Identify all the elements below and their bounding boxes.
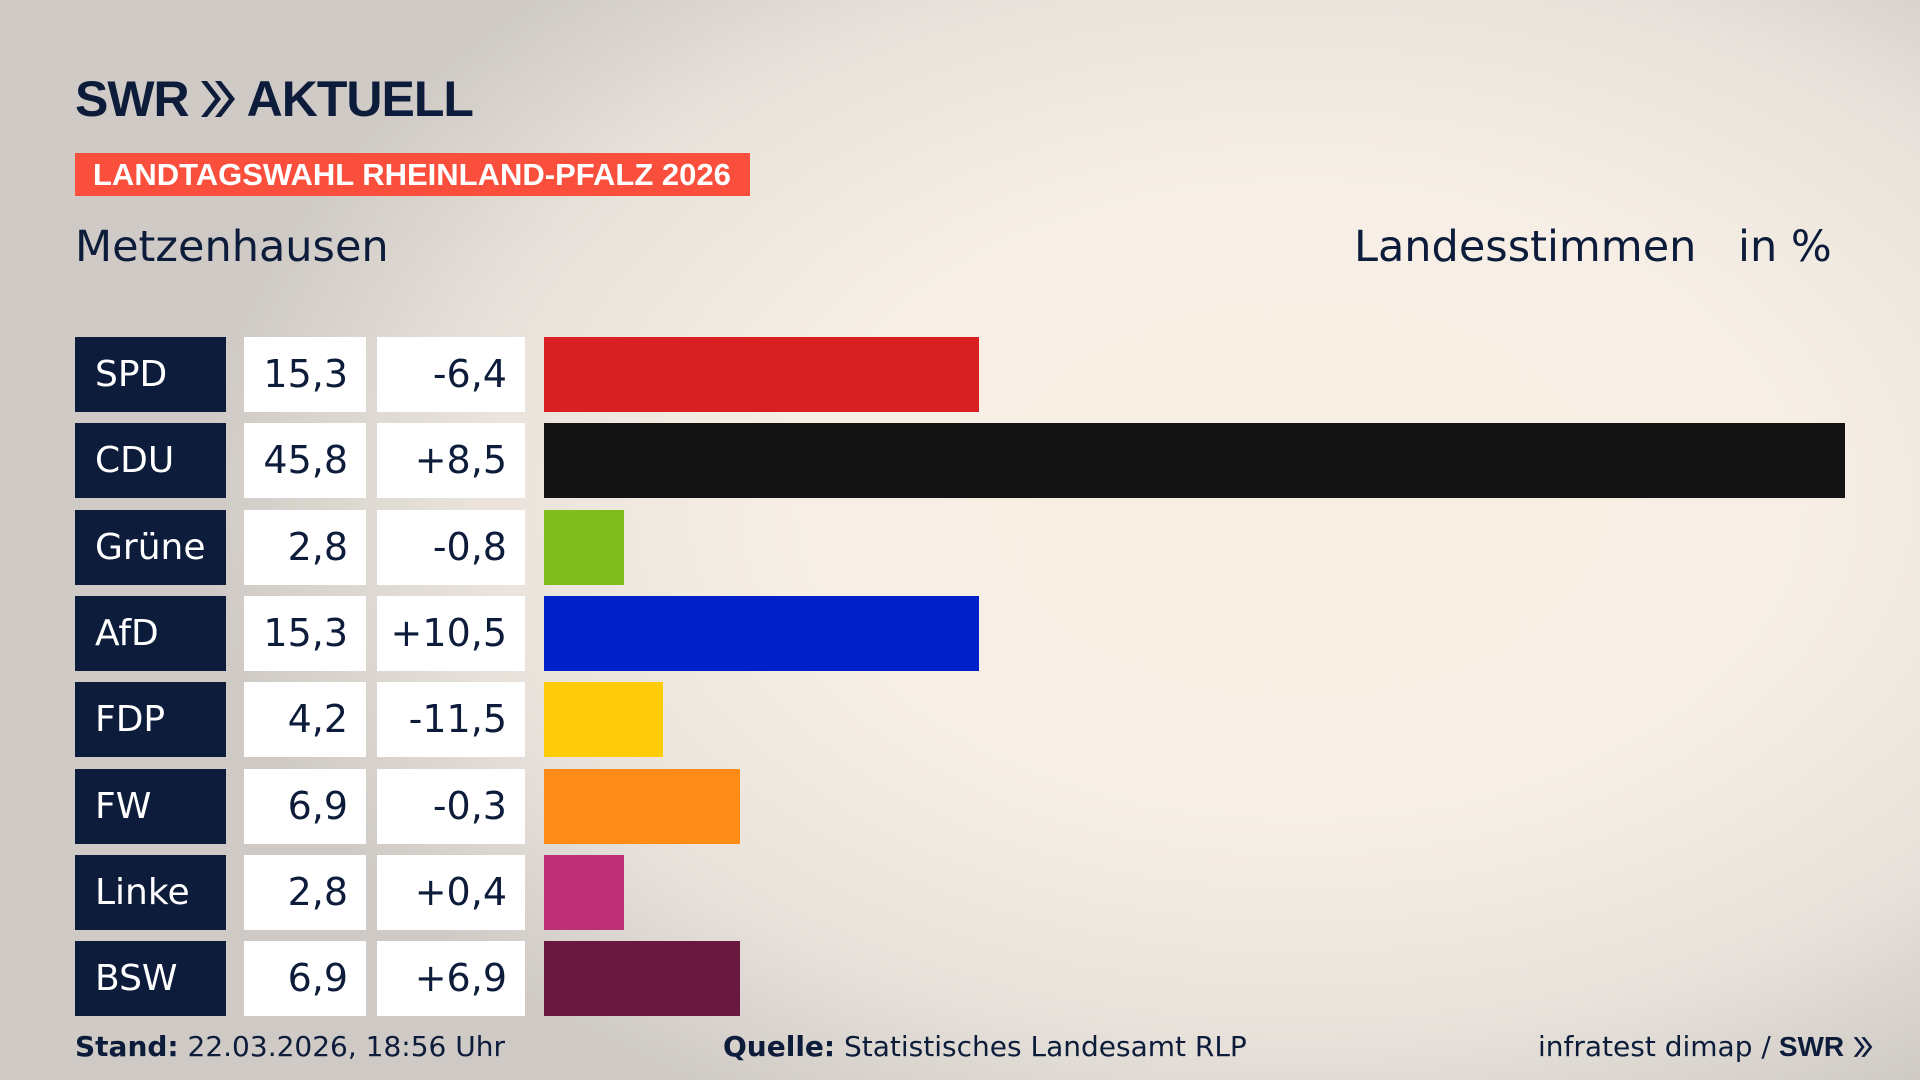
value-label: 4,2: [244, 682, 366, 758]
result-row: BSW 6,9 +6,9: [75, 941, 525, 1017]
bar-bsw: [544, 941, 740, 1017]
vote-type-label: Landesstimmen: [1354, 222, 1697, 272]
double-chevron-icon: [1853, 1036, 1873, 1057]
result-row: Grüne 2,8 -0,8: [75, 509, 525, 585]
bar-linke: [544, 854, 624, 930]
result-row: AfD 15,3 +10,5: [75, 595, 525, 671]
swr-small-logo: SWR: [1778, 1030, 1845, 1062]
timestamp: Stand: 22.03.2026, 18:56 Uhr: [75, 1030, 505, 1063]
place-title: Metzenhausen: [75, 222, 389, 272]
bar-spd: [544, 337, 979, 412]
change-label: +6,9: [377, 941, 525, 1017]
credit-text: infratest dimap /: [1538, 1030, 1771, 1063]
value-label: 2,8: [244, 509, 366, 585]
unit-label: in %: [1738, 222, 1832, 272]
source: Quelle: Statistisches Landesamt RLP: [723, 1030, 1247, 1063]
logo-suffix: AKTUELL: [246, 71, 474, 127]
party-label: Grüne: [75, 509, 226, 585]
bar-cdu: [544, 423, 1845, 499]
party-label: SPD: [75, 337, 226, 412]
value-label: 15,3: [244, 595, 366, 671]
party-label: FW: [75, 768, 226, 844]
result-row: CDU 45,8 +8,5: [75, 423, 525, 499]
change-label: -11,5: [377, 682, 525, 758]
value-label: 6,9: [244, 768, 366, 844]
double-chevron-icon: [200, 81, 235, 117]
change-label: +8,5: [377, 423, 525, 499]
bar-afd: [544, 595, 979, 671]
value-label: 6,9: [244, 941, 366, 1017]
change-label: -6,4: [377, 337, 525, 412]
source-value: Statistisches Landesamt RLP: [844, 1030, 1247, 1063]
stand-label: Stand:: [75, 1030, 179, 1063]
stand-value: 22.03.2026, 18:56 Uhr: [187, 1030, 505, 1063]
result-row: FDP 4,2 -11,5: [75, 682, 525, 758]
party-label: BSW: [75, 941, 226, 1017]
result-row: FW 6,9 -0,3: [75, 768, 525, 844]
bar-fdp: [544, 682, 664, 758]
bar-fw: [544, 768, 740, 844]
credit: infratest dimap / SWR: [1538, 1030, 1874, 1063]
election-badge: LANDTAGSWAHL RHEINLAND-PFALZ 2026: [75, 153, 750, 196]
change-label: -0,3: [377, 768, 525, 844]
source-label: Quelle:: [723, 1030, 836, 1063]
value-label: 2,8: [244, 854, 366, 930]
party-label: FDP: [75, 682, 226, 758]
change-label: -0,8: [377, 509, 525, 585]
party-label: AfD: [75, 595, 226, 671]
change-label: +0,4: [377, 854, 525, 930]
value-label: 45,8: [244, 423, 366, 499]
change-label: +10,5: [377, 595, 525, 671]
value-label: 15,3: [244, 337, 366, 412]
party-label: CDU: [75, 423, 226, 499]
swr-aktuell-logo: SWR AKTUELL: [75, 70, 474, 128]
party-label: Linke: [75, 854, 226, 930]
bar-grüne: [544, 509, 624, 585]
result-row: SPD 15,3 -6,4: [75, 337, 525, 412]
logo-brand: SWR: [75, 71, 190, 127]
result-row: Linke 2,8 +0,4: [75, 854, 525, 930]
